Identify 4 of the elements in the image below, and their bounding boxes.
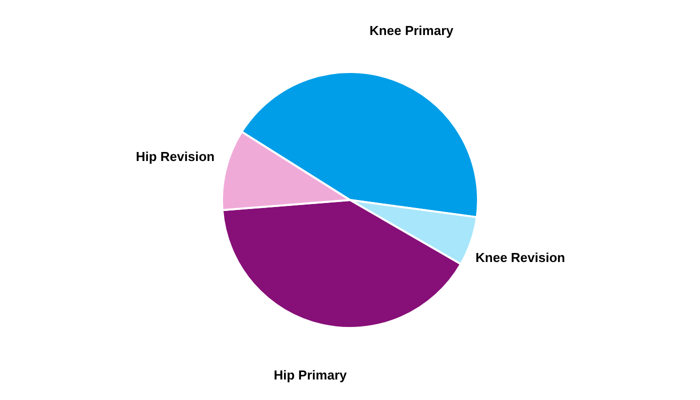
slice-label: Hip Revision xyxy=(136,148,215,164)
slice-label: Hip Primary xyxy=(274,368,348,383)
slice-label: Knee Revision xyxy=(476,250,566,266)
slice-label: Knee Primary xyxy=(370,22,454,38)
